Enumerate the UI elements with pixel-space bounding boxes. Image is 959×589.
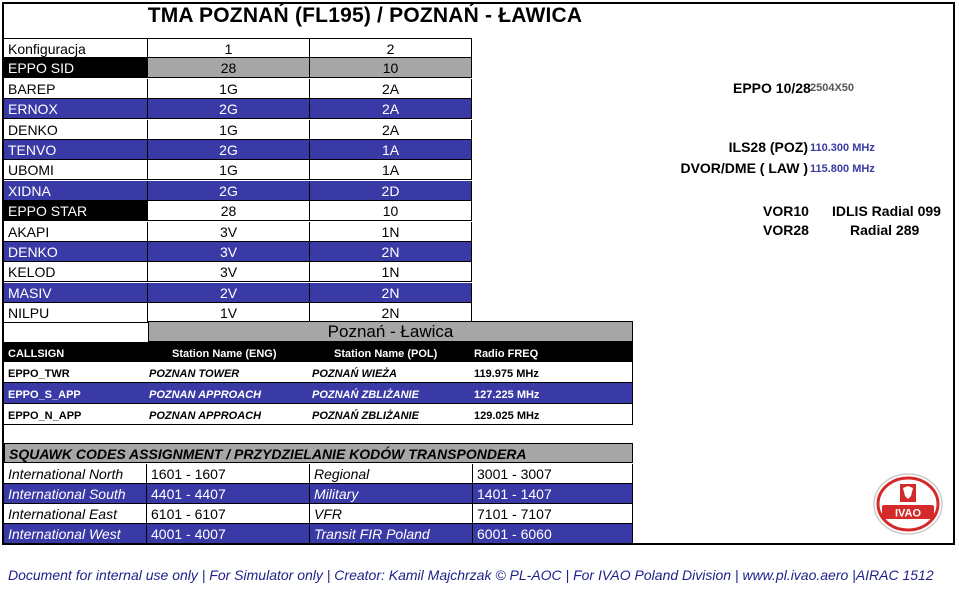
runway-label: EPPO 10/28 xyxy=(733,80,811,96)
header-callsign: CALLSIGN xyxy=(8,348,65,360)
config-col-2: 2 xyxy=(310,38,472,58)
config-col-1: 28 xyxy=(148,58,310,79)
config-col-1: 1G xyxy=(148,78,310,99)
config-label: DENKO xyxy=(4,119,148,140)
config-label: KELOD xyxy=(4,262,148,283)
config-label: EPPO STAR xyxy=(4,201,148,222)
page-title: TMA POZNAŃ (FL195) / POZNAŃ - ŁAWICA xyxy=(147,4,583,27)
squawk-row: International East 6101 - 6107 VFR 7101 … xyxy=(4,504,633,524)
squawk-range: 1601 - 1607 xyxy=(147,464,310,484)
navaid-ils-label: ILS28 (POZ) xyxy=(728,139,808,155)
config-label: ERNOX xyxy=(4,99,148,120)
squawk-range: 4001 - 4007 xyxy=(147,524,310,544)
config-col-2: 2N xyxy=(310,242,472,262)
squawk-table-title: SQUAWK CODES ASSIGNMENT / PRZYDZIELANIE … xyxy=(4,443,633,463)
squawk-row: International South 4401 - 4407 Military… xyxy=(4,484,633,504)
config-col-2: 1N xyxy=(310,221,472,242)
header-station-eng: Station Name (ENG) xyxy=(172,348,277,360)
squawk-category: Military xyxy=(310,484,473,504)
runway-size: 2504X50 xyxy=(810,82,855,94)
config-label: TENVO xyxy=(4,140,148,160)
squawk-range: 6001 - 6060 xyxy=(477,526,552,542)
squawk-row: International West 4001 - 4007 Transit F… xyxy=(4,524,633,544)
config-col-1: 2G xyxy=(148,99,310,120)
config-label: XIDNA xyxy=(4,180,148,201)
vor10-label: VOR10 xyxy=(763,203,809,219)
station-callsign: EPPO_S_APP xyxy=(8,389,81,401)
squawk-category: International South xyxy=(4,484,147,504)
header-radio-freq: Radio FREQ xyxy=(474,348,539,360)
squawk-category: International West xyxy=(4,524,147,544)
station-row: EPPO_TWR POZNAN TOWER POZNAŃ WIEŻA 119.9… xyxy=(4,362,633,383)
footer-disclaimer: Document for internal use only | For Sim… xyxy=(8,567,934,583)
squawk-category: International East xyxy=(4,504,147,524)
station-name-eng: POZNAN TOWER xyxy=(149,368,240,380)
squawk-category: VFR xyxy=(310,504,473,524)
navaid-dvor-freq: 115.800 MHz xyxy=(810,163,875,175)
config-label: UBOMI xyxy=(4,160,148,181)
squawk-range: 3001 - 3007 xyxy=(477,466,552,482)
station-freq: 129.025 MHz xyxy=(474,410,540,422)
squawk-range: 7101 - 7107 xyxy=(477,506,552,522)
squawk-category: International North xyxy=(4,464,147,484)
document-frame xyxy=(2,2,955,545)
config-col-2: 10 xyxy=(310,58,472,79)
squawk-range: 4401 - 4407 xyxy=(147,484,310,504)
config-col-2: 2A xyxy=(310,99,472,120)
config-col-2: 10 xyxy=(310,201,472,222)
squawk-range: 6101 - 6107 xyxy=(147,504,310,524)
station-row: EPPO_N_APP POZNAN APPROACH POZNAŃ ZBLIŻA… xyxy=(4,404,633,425)
navaid-ils-freq: 110.300 MHz xyxy=(810,142,875,154)
header-station-pol: Station Name (POL) xyxy=(334,348,438,360)
vor10-radial: IDLIS Radial 099 xyxy=(832,203,941,219)
squawk-range: 1401 - 1407 xyxy=(477,486,552,502)
station-name-eng: POZNAN APPROACH xyxy=(149,389,262,401)
station-table-title: Poznań - Ławica xyxy=(148,321,633,342)
config-label: BAREP xyxy=(4,78,148,99)
config-col-2: 2A xyxy=(310,119,472,140)
vor28-radial: Radial 289 xyxy=(850,222,920,238)
station-callsign: EPPO_TWR xyxy=(8,368,70,380)
navaid-dvor-label: DVOR/DME ( LAW ) xyxy=(680,160,808,176)
station-callsign: EPPO_N_APP xyxy=(8,410,82,422)
config-col-1: 28 xyxy=(148,201,310,222)
ivao-logo: IVAO xyxy=(873,473,943,535)
config-col-2: 2D xyxy=(310,180,472,201)
station-name-eng: POZNAN APPROACH xyxy=(149,410,262,422)
squawk-category: Regional xyxy=(310,464,473,484)
station-name-pol: POZNAŃ WIEŻA xyxy=(312,368,397,380)
vor28-label: VOR28 xyxy=(763,222,809,238)
station-name-pol: POZNAŃ ZBLIŻANIE xyxy=(312,410,419,422)
station-name-pol: POZNAŃ ZBLIŻANIE xyxy=(312,389,419,401)
station-row: EPPO_S_APP POZNAN APPROACH POZNAŃ ZBLIŻA… xyxy=(4,383,633,404)
config-col-1: 1G xyxy=(148,119,310,140)
config-label: EPPO SID xyxy=(4,58,148,79)
config-label: Konfiguracja xyxy=(4,38,148,58)
config-col-1: 3V xyxy=(148,242,310,262)
config-label: MASIV xyxy=(4,282,148,303)
config-col-1: 1G xyxy=(148,160,310,181)
config-label: AKAPI xyxy=(4,221,148,242)
config-label: DENKO xyxy=(4,242,148,262)
config-col-1: 3V xyxy=(148,262,310,283)
config-col-2: 1A xyxy=(310,160,472,181)
station-table-header: CALLSIGN Station Name (ENG) Station Name… xyxy=(4,342,633,362)
config-col-1: 2G xyxy=(148,140,310,160)
station-freq: 119.975 MHz xyxy=(474,368,539,380)
config-col-1: 1 xyxy=(148,38,310,58)
config-col-1: 3V xyxy=(148,221,310,242)
config-col-2: 1N xyxy=(310,262,472,283)
config-col-1: 2V xyxy=(148,282,310,303)
config-col-1: 2G xyxy=(148,180,310,201)
svg-text:IVAO: IVAO xyxy=(895,508,922,520)
config-col-2: 1A xyxy=(310,140,472,160)
config-label: NILPU xyxy=(4,303,148,324)
squawk-category: Transit FIR Poland xyxy=(310,524,473,544)
config-col-2: 2N xyxy=(310,282,472,303)
squawk-row: International North 1601 - 1607 Regional… xyxy=(4,464,633,484)
config-col-2: 2A xyxy=(310,78,472,99)
station-freq: 127.225 MHz xyxy=(474,389,540,401)
